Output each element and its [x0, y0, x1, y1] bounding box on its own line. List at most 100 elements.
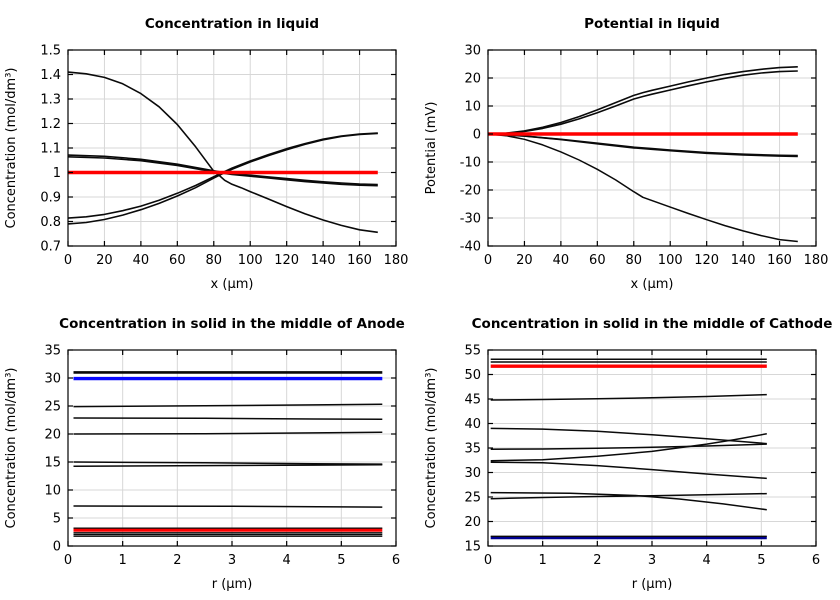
concentration-in-liquid-series-snapshot-upper-b: [67, 156, 378, 187]
potential-in-liquid-series-snapshot-shallow-decline-b: [487, 133, 798, 158]
concentration-in-solid-cathode-series-declining-39: [490, 427, 767, 445]
x-axis-label: x (µm): [631, 277, 674, 292]
xtick-label: 4: [703, 553, 711, 568]
ytick-label: 0.9: [40, 191, 61, 206]
xtick-label: 2: [173, 553, 181, 568]
xtick-label: 140: [731, 253, 756, 268]
xtick-label: 140: [311, 253, 336, 268]
potential-in-liquid-series-snapshot-rising-upper: [487, 66, 798, 135]
ytick-label: 20: [464, 72, 481, 87]
ytick-label: 25: [464, 491, 481, 506]
ytick-label: 30: [464, 466, 481, 481]
ytick-label: 0: [53, 540, 61, 555]
potential-in-liquid-series-snapshot-rising-lower: [487, 70, 798, 135]
ytick-label: 55: [464, 344, 481, 359]
xtick-label: 0: [64, 553, 72, 568]
ytick-label: 50: [464, 368, 481, 383]
y-axis-label: Concentration (mol/dm³): [4, 68, 19, 229]
concentration-in-solid-cathode-series-rising-32-steep: [490, 433, 767, 462]
xtick-label: 40: [553, 253, 570, 268]
chart-panel-concentration-solid-cathode: 0 1 2 3 4 5 6 15 20 25 30 35 40 45 50 55 Concentration i…: [420, 300, 840, 600]
xtick-label: 5: [757, 553, 765, 568]
plot-frame: [487, 49, 817, 247]
xtick-label: 3: [228, 553, 236, 568]
ytick-label: 1.5: [40, 44, 61, 59]
y-axis-label: Concentration (mol/dm³): [424, 368, 439, 529]
xtick-label: 180: [384, 253, 409, 268]
xtick-label: 20: [516, 253, 533, 268]
ytick-label: 35: [464, 442, 481, 457]
potential-in-liquid-series-snapshot-steep-decline: [487, 133, 798, 243]
concentration-in-liquid-series-snapshot-steep-decline: [67, 71, 378, 234]
xtick-label: 4: [283, 553, 291, 568]
ytick-label: 30: [464, 44, 481, 59]
y-axis-label: Concentration (mol/dm³): [4, 368, 19, 529]
concentration-in-solid-anode-svg: 0 1 2 3 4 5 6 0 5 10 15 20 25 30 35 Concentration in so…: [4, 316, 405, 592]
xtick-label: 6: [392, 553, 400, 568]
ytick-label: 0.8: [40, 215, 61, 230]
ytick-label: 10: [464, 100, 481, 115]
ytick-label: 10: [44, 484, 61, 499]
xtick-label: 20: [96, 253, 113, 268]
xtick-label: 80: [206, 253, 223, 268]
xtick-label: 100: [238, 253, 263, 268]
chart-title: Concentration in solid in the middle of …: [472, 316, 833, 332]
concentration-in-solid-anode-series-flat-20: [73, 431, 383, 435]
ytick-label: 15: [464, 540, 481, 555]
chart-panel-concentration-in-liquid: 0 20 40 60 80 100 120 140 160 180 0.7 0.8 0.9 1 1.1 1.2…: [0, 0, 420, 300]
xtick-label: 6: [812, 553, 820, 568]
xtick-label: 0: [484, 553, 492, 568]
potential-in-liquid-svg: 0 20 40 60 80 100 120 140 160 180 -40 -30 -20 -10 0 10 2…: [424, 16, 829, 292]
ytick-label: 30: [44, 372, 61, 387]
xtick-label: 3: [648, 553, 656, 568]
concentration-in-solid-cathode-series-rising-25: [490, 492, 767, 500]
xtick-label: 40: [133, 253, 150, 268]
ytick-label: 1.3: [40, 93, 61, 108]
concentration-in-solid-anode-series-flat-15-upper: [73, 461, 383, 465]
ytick-label: 20: [464, 515, 481, 530]
x-axis-label: r (µm): [212, 577, 253, 592]
xtick-label: 160: [767, 253, 792, 268]
xtick-label: 120: [694, 253, 719, 268]
chart-title: Concentration in liquid: [145, 16, 319, 32]
ytick-label: 0: [473, 128, 481, 143]
xtick-label: 100: [658, 253, 683, 268]
xtick-label: 0: [64, 253, 72, 268]
xtick-label: 160: [347, 253, 372, 268]
concentration-in-liquid-series-snapshot-rising-a: [67, 132, 378, 219]
ytick-label: 25: [44, 400, 61, 415]
xtick-label: 5: [337, 553, 345, 568]
ytick-label: 35: [44, 344, 61, 359]
ytick-label: -30: [460, 212, 481, 227]
xtick-label: 80: [626, 253, 643, 268]
xtick-label: 120: [274, 253, 299, 268]
ytick-label: 1: [53, 166, 61, 181]
ytick-label: 15: [44, 456, 61, 471]
concentration-in-solid-anode-series-flat-23: [73, 417, 383, 421]
ytick-label: 1.4: [40, 68, 61, 83]
chart-title: Potential in liquid: [584, 16, 720, 32]
x-axis-label: x (µm): [211, 277, 254, 292]
xtick-label: 180: [804, 253, 829, 268]
xtick-label: 2: [593, 553, 601, 568]
concentration-in-solid-anode-series-flat-25: [73, 403, 383, 408]
ytick-label: 5: [53, 512, 61, 527]
ytick-label: -20: [460, 184, 481, 199]
concentration-in-solid-cathode-series-rising-35: [490, 443, 767, 450]
ytick-label: -10: [460, 156, 481, 171]
chart-panel-concentration-solid-anode: 0 1 2 3 4 5 6 0 5 10 15 20 25 30 35 Concentration in so…: [0, 300, 420, 600]
xtick-label: 60: [169, 253, 186, 268]
x-axis-label: r (µm): [632, 577, 673, 592]
chart-panel-potential-in-liquid: 0 20 40 60 80 100 120 140 160 180 -40 -30 -20 -10 0 10 2…: [420, 0, 840, 300]
concentration-in-solid-cathode-series-declining-32: [490, 461, 767, 480]
ytick-label: 45: [464, 393, 481, 408]
ytick-label: 40: [464, 417, 481, 432]
y-axis-label: Potential (mV): [424, 102, 439, 195]
concentration-in-solid-cathode-series-declining-26: [490, 491, 767, 511]
ytick-label: 1.1: [40, 142, 61, 157]
ytick-label: 20: [44, 428, 61, 443]
ytick-label: 1.2: [40, 117, 61, 132]
xtick-label: 60: [589, 253, 606, 268]
